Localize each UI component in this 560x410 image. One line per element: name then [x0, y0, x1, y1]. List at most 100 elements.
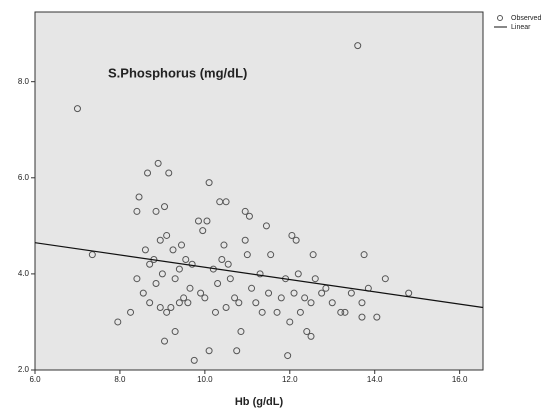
point — [203, 217, 211, 225]
x-tick-label: 12.0 — [282, 375, 298, 384]
x-tick-label: 8.0 — [114, 375, 126, 384]
point — [169, 246, 177, 254]
legend: Observed Linear — [494, 15, 541, 31]
x-tick-label: 16.0 — [452, 375, 468, 384]
point — [139, 289, 147, 297]
annotation: S.Phosphorus (mg/dL) — [108, 65, 247, 80]
point — [235, 299, 243, 307]
point — [231, 294, 239, 302]
point — [233, 347, 241, 355]
point — [152, 207, 160, 215]
point — [201, 294, 209, 302]
point — [163, 231, 171, 239]
point — [220, 241, 228, 249]
point — [337, 308, 345, 316]
point — [258, 308, 266, 316]
point — [245, 212, 253, 220]
point — [214, 280, 222, 288]
point — [175, 265, 183, 273]
point — [273, 308, 281, 316]
point — [292, 236, 300, 244]
point — [358, 313, 366, 321]
point — [180, 294, 188, 302]
point — [303, 328, 311, 336]
point — [154, 159, 162, 167]
plot-area — [34, 11, 484, 371]
point — [296, 308, 304, 316]
point — [381, 275, 389, 283]
point — [252, 299, 260, 307]
x-tick-label: 6.0 — [29, 375, 41, 384]
point — [290, 289, 298, 297]
point — [146, 299, 154, 307]
point — [243, 251, 251, 259]
point — [405, 289, 413, 297]
point — [133, 207, 141, 215]
point — [248, 284, 256, 292]
point — [197, 289, 205, 297]
point — [73, 105, 81, 113]
point — [141, 246, 149, 254]
point — [205, 347, 213, 355]
point — [158, 270, 166, 278]
point — [188, 260, 196, 268]
point — [267, 251, 275, 259]
point — [156, 236, 164, 244]
point — [358, 299, 366, 307]
point — [241, 207, 249, 215]
point — [277, 294, 285, 302]
legend-label: Linear — [511, 24, 531, 31]
point — [135, 193, 143, 201]
point — [222, 198, 230, 206]
point — [146, 260, 154, 268]
point — [178, 241, 186, 249]
point — [152, 280, 160, 288]
point — [205, 179, 213, 187]
point — [184, 299, 192, 307]
point — [237, 328, 245, 336]
point — [144, 169, 152, 177]
point — [163, 308, 171, 316]
point — [373, 313, 381, 321]
point — [114, 318, 122, 326]
point — [347, 289, 355, 297]
x-axis-label: Hb (g/dL) — [235, 396, 284, 408]
fit-line — [34, 242, 484, 309]
point — [311, 275, 319, 283]
y-tick-label: 8.0 — [18, 77, 30, 86]
point — [190, 356, 198, 364]
point — [127, 308, 135, 316]
point — [307, 332, 315, 340]
point — [284, 352, 292, 360]
point — [294, 270, 302, 278]
point — [241, 236, 249, 244]
y-tick-label: 2.0 — [18, 365, 30, 374]
y-tick-label: 4.0 — [18, 269, 30, 278]
point — [199, 227, 207, 235]
point — [194, 217, 202, 225]
point — [171, 275, 179, 283]
point — [211, 308, 219, 316]
point — [288, 231, 296, 239]
point — [222, 304, 230, 312]
point — [354, 42, 362, 50]
point — [171, 328, 179, 336]
x-tick-label: 14.0 — [367, 375, 383, 384]
point — [307, 299, 315, 307]
point — [301, 294, 309, 302]
point — [318, 289, 326, 297]
legend-label: Observed — [511, 15, 541, 22]
point — [161, 337, 169, 345]
point — [218, 255, 226, 263]
point — [309, 251, 317, 259]
x-tick-label: 10.0 — [197, 375, 213, 384]
y-tick-label: 6.0 — [18, 173, 30, 182]
point — [226, 275, 234, 283]
point — [262, 222, 270, 230]
point — [88, 251, 96, 259]
point — [341, 308, 349, 316]
point — [186, 284, 194, 292]
point — [265, 289, 273, 297]
point — [328, 299, 336, 307]
